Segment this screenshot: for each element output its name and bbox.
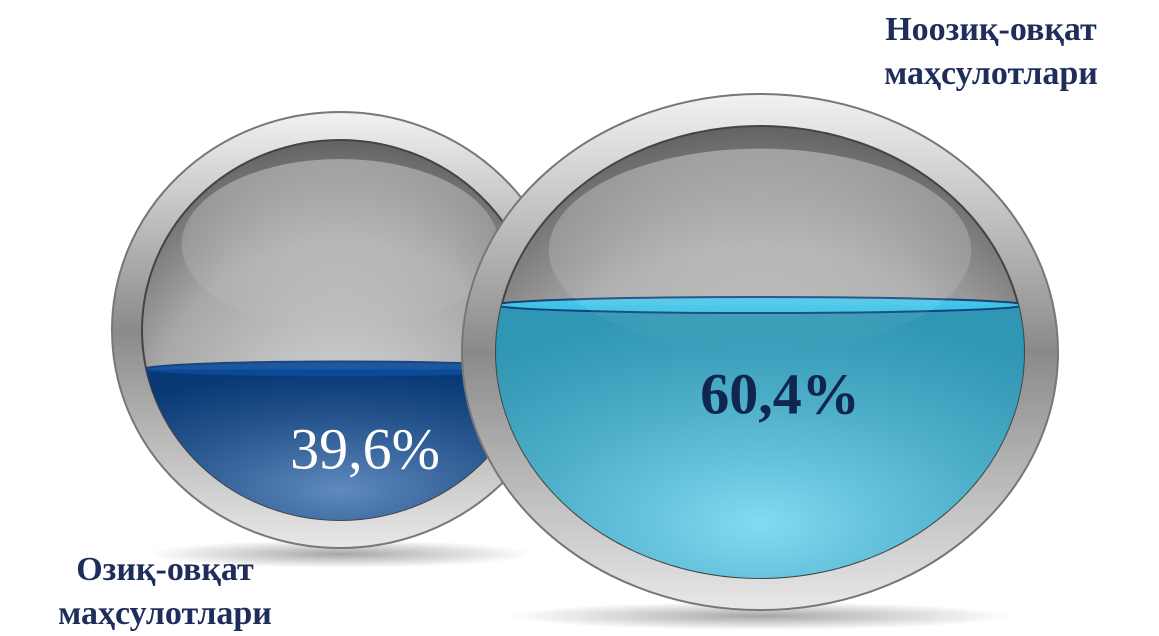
value-label: 60,4% (700, 361, 860, 426)
gloss (181, 159, 499, 330)
category-label: Озиқ-овқат маҳсулотлари (58, 551, 272, 632)
gloss (548, 148, 972, 352)
sphere-shadow (506, 602, 1014, 630)
liquid-surface (142, 360, 538, 379)
value-label: 39,6% (290, 416, 440, 481)
sphere-shadow (146, 540, 534, 568)
category-label: Ноозиқ-овқат маҳсулотлари (884, 11, 1098, 92)
